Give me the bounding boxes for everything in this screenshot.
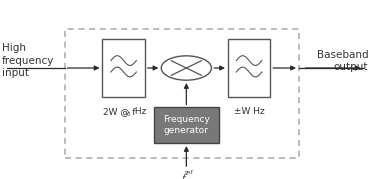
Text: Frequency
generator: Frequency generator xyxy=(163,115,210,135)
Bar xyxy=(65,29,299,158)
Text: Baseband
output: Baseband output xyxy=(317,50,368,72)
Text: ref: ref xyxy=(185,170,194,175)
Text: Hz: Hz xyxy=(132,107,146,116)
Circle shape xyxy=(161,56,211,80)
Text: 0: 0 xyxy=(127,112,130,117)
Bar xyxy=(228,39,270,97)
Text: 2W @ f: 2W @ f xyxy=(103,107,136,116)
Text: High
frequency
input: High frequency input xyxy=(2,43,54,78)
Bar xyxy=(154,107,218,143)
Bar xyxy=(103,39,145,97)
Text: f: f xyxy=(181,174,185,179)
Text: ±W Hz: ±W Hz xyxy=(234,107,265,116)
